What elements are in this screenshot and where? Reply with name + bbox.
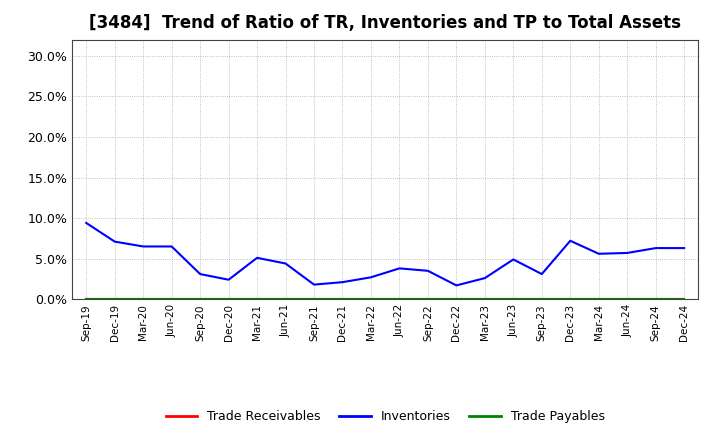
- Trade Payables: [652, 297, 660, 302]
- Inventories: [110, 239, 119, 244]
- Trade Receivables: [110, 297, 119, 302]
- Inventories: [509, 257, 518, 262]
- Inventories: [566, 238, 575, 243]
- Inventories: [395, 266, 404, 271]
- Trade Payables: [566, 297, 575, 302]
- Trade Receivables: [225, 297, 233, 302]
- Trade Receivables: [139, 297, 148, 302]
- Trade Receivables: [537, 297, 546, 302]
- Title: [3484]  Trend of Ratio of TR, Inventories and TP to Total Assets: [3484] Trend of Ratio of TR, Inventories…: [89, 15, 681, 33]
- Inventories: [167, 244, 176, 249]
- Inventories: [310, 282, 318, 287]
- Inventories: [623, 250, 631, 256]
- Inventories: [452, 283, 461, 288]
- Inventories: [82, 220, 91, 226]
- Trade Payables: [253, 297, 261, 302]
- Inventories: [225, 277, 233, 282]
- Trade Payables: [310, 297, 318, 302]
- Inventories: [139, 244, 148, 249]
- Trade Receivables: [680, 297, 688, 302]
- Inventories: [338, 279, 347, 285]
- Trade Receivables: [652, 297, 660, 302]
- Inventories: [652, 246, 660, 251]
- Trade Payables: [338, 297, 347, 302]
- Trade Receivables: [595, 297, 603, 302]
- Trade Receivables: [566, 297, 575, 302]
- Trade Payables: [110, 297, 119, 302]
- Trade Payables: [623, 297, 631, 302]
- Trade Receivables: [338, 297, 347, 302]
- Trade Receivables: [82, 297, 91, 302]
- Trade Receivables: [196, 297, 204, 302]
- Trade Payables: [595, 297, 603, 302]
- Trade Payables: [366, 297, 375, 302]
- Inventories: [253, 255, 261, 260]
- Inventories: [282, 261, 290, 266]
- Trade Payables: [139, 297, 148, 302]
- Trade Payables: [395, 297, 404, 302]
- Trade Receivables: [423, 297, 432, 302]
- Inventories: [680, 246, 688, 251]
- Trade Receivables: [253, 297, 261, 302]
- Trade Receivables: [452, 297, 461, 302]
- Line: Inventories: Inventories: [86, 223, 684, 286]
- Trade Payables: [509, 297, 518, 302]
- Inventories: [196, 271, 204, 277]
- Trade Receivables: [366, 297, 375, 302]
- Trade Payables: [452, 297, 461, 302]
- Trade Receivables: [310, 297, 318, 302]
- Legend: Trade Receivables, Inventories, Trade Payables: Trade Receivables, Inventories, Trade Pa…: [161, 405, 610, 428]
- Inventories: [366, 275, 375, 280]
- Trade Payables: [423, 297, 432, 302]
- Inventories: [480, 275, 489, 281]
- Trade Payables: [225, 297, 233, 302]
- Trade Receivables: [167, 297, 176, 302]
- Trade Payables: [82, 297, 91, 302]
- Trade Receivables: [395, 297, 404, 302]
- Trade Receivables: [509, 297, 518, 302]
- Inventories: [595, 251, 603, 257]
- Trade Payables: [167, 297, 176, 302]
- Trade Receivables: [480, 297, 489, 302]
- Trade Payables: [196, 297, 204, 302]
- Trade Receivables: [282, 297, 290, 302]
- Trade Payables: [480, 297, 489, 302]
- Inventories: [423, 268, 432, 273]
- Trade Payables: [680, 297, 688, 302]
- Trade Payables: [537, 297, 546, 302]
- Trade Payables: [282, 297, 290, 302]
- Inventories: [537, 271, 546, 277]
- Trade Receivables: [623, 297, 631, 302]
